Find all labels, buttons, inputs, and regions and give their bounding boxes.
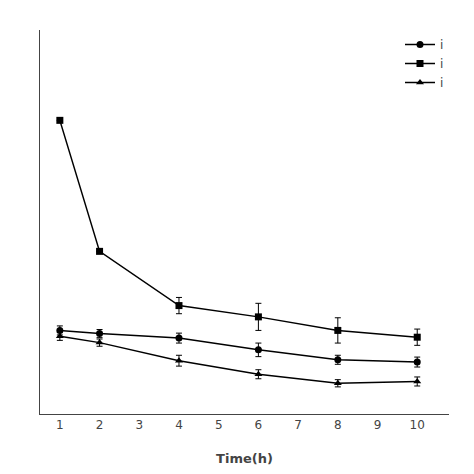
svg-text:1: 1 <box>56 418 64 432</box>
svg-text:9: 9 <box>374 418 382 432</box>
svg-text:2: 2 <box>96 418 104 432</box>
svg-text:Time(h): Time(h) <box>216 451 273 466</box>
svg-text:8: 8 <box>334 418 342 432</box>
svg-text:i: i <box>440 57 443 71</box>
svg-text:10: 10 <box>410 418 425 432</box>
svg-text:i: i <box>440 76 443 90</box>
svg-text:i: i <box>440 38 443 52</box>
svg-text:7: 7 <box>294 418 302 432</box>
svg-text:4: 4 <box>175 418 183 432</box>
svg-text:3: 3 <box>135 418 143 432</box>
svg-text:6: 6 <box>255 418 263 432</box>
svg-text:5: 5 <box>215 418 223 432</box>
